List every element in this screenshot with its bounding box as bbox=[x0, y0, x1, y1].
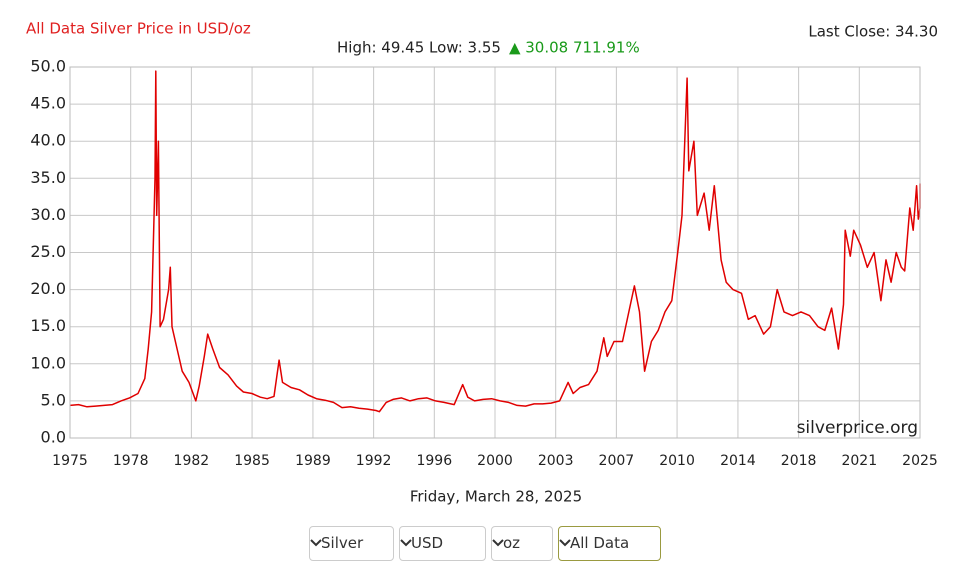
select-text: Silver bbox=[321, 534, 364, 552]
x-tick-label: 1992 bbox=[356, 453, 392, 469]
x-tick-label: 2000 bbox=[477, 453, 513, 469]
x-tick-label: 1975 bbox=[52, 453, 88, 469]
select-text: oz bbox=[503, 534, 521, 552]
change: ▲ 30.08 711.91% bbox=[509, 39, 640, 57]
chevron bbox=[492, 539, 504, 547]
x-tick-label: 2010 bbox=[659, 453, 695, 469]
chevron bbox=[559, 539, 571, 547]
x-tick-label: 1996 bbox=[416, 453, 452, 469]
y-tick-label: 15.0 bbox=[30, 316, 66, 335]
y-tick-label: 30.0 bbox=[30, 205, 66, 224]
unit-select[interactable]: oz bbox=[491, 526, 553, 561]
select-text: All Data bbox=[570, 534, 630, 552]
y-tick-label: 20.0 bbox=[30, 279, 66, 298]
currency-select[interactable]: USD bbox=[399, 526, 486, 561]
watermark: silverprice.org bbox=[797, 418, 918, 438]
x-label: Friday, March 28, 2025 bbox=[410, 488, 582, 506]
y-tick-label: 25.0 bbox=[30, 242, 66, 261]
x-tick-label: 2003 bbox=[538, 453, 574, 469]
x-tick-label: 1982 bbox=[174, 453, 210, 469]
y-tick-label: 45.0 bbox=[30, 94, 66, 113]
x-tick-label: 2007 bbox=[599, 453, 635, 469]
y-tick-label: 40.0 bbox=[30, 131, 66, 150]
last-close: Last Close: 34.30 bbox=[808, 23, 938, 41]
x-tick-label: 1978 bbox=[113, 453, 149, 469]
price-line bbox=[69, 70, 921, 413]
x-tick-label: 1989 bbox=[295, 453, 331, 469]
metal-select[interactable]: Silver bbox=[309, 526, 394, 561]
x-tick-label: 2021 bbox=[841, 453, 877, 469]
period-select[interactable]: All Data bbox=[558, 526, 661, 561]
y-tick-label: 0.0 bbox=[41, 428, 66, 447]
y-tick-label: 35.0 bbox=[30, 168, 66, 187]
chevron bbox=[400, 539, 412, 547]
chart-title: All Data Silver Price in USD/oz bbox=[26, 20, 251, 38]
high-low: High: 49.45 Low: 3.55 bbox=[337, 39, 501, 57]
y-tick-label: 10.0 bbox=[30, 353, 66, 372]
x-tick-label: 2014 bbox=[720, 453, 756, 469]
y-tick-label: 5.0 bbox=[41, 390, 66, 409]
chevron bbox=[310, 539, 322, 547]
x-tick-label: 2025 bbox=[902, 453, 938, 469]
x-tick-label: 2018 bbox=[781, 453, 817, 469]
plot-border bbox=[69, 66, 921, 439]
y-tick-label: 50.0 bbox=[30, 57, 66, 76]
select-text: USD bbox=[411, 534, 444, 552]
x-tick-label: 1985 bbox=[234, 453, 270, 469]
